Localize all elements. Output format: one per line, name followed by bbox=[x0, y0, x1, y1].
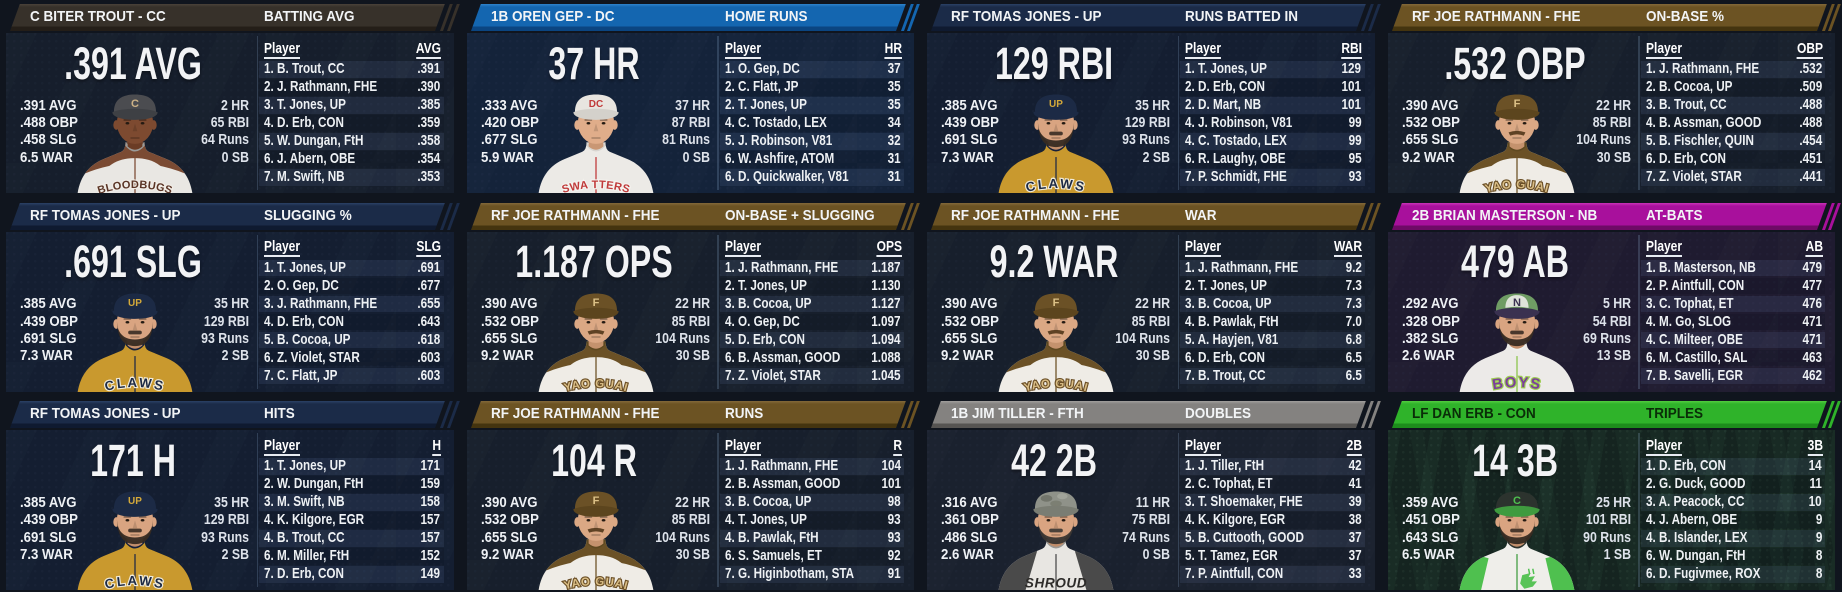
svg-text:YAO GUAI: YAO GUAI bbox=[562, 378, 629, 392]
svg-text:SWA TTERS: SWA TTERS bbox=[560, 179, 631, 193]
svg-text:UP: UP bbox=[1049, 99, 1063, 110]
svg-text:CLAWS: CLAWS bbox=[103, 375, 167, 392]
svg-text:N: N bbox=[1513, 297, 1521, 309]
svg-text:CLAWS: CLAWS bbox=[1024, 176, 1088, 193]
svg-text:DC: DC bbox=[588, 99, 602, 110]
svg-text:F: F bbox=[592, 495, 599, 507]
svg-text:YAO GUAI: YAO GUAI bbox=[562, 576, 629, 590]
svg-text:BLOODBUGS: BLOODBUGS bbox=[96, 179, 174, 193]
svg-text:BOYS: BOYS bbox=[1491, 374, 1543, 391]
svg-text:CLAWS: CLAWS bbox=[103, 573, 167, 590]
svg-text:UP: UP bbox=[128, 298, 142, 309]
svg-text:YAO GUAI: YAO GUAI bbox=[1023, 378, 1090, 392]
svg-text:YAO GUAI: YAO GUAI bbox=[1483, 179, 1550, 193]
svg-text:C: C bbox=[131, 98, 139, 110]
svg-text:F: F bbox=[1053, 297, 1060, 309]
svg-text:C: C bbox=[1513, 495, 1521, 507]
svg-text:UP: UP bbox=[128, 496, 142, 507]
svg-text:SHROUD: SHROUD bbox=[1025, 576, 1087, 590]
svg-text:F: F bbox=[1513, 98, 1520, 110]
svg-text:F: F bbox=[592, 297, 599, 309]
